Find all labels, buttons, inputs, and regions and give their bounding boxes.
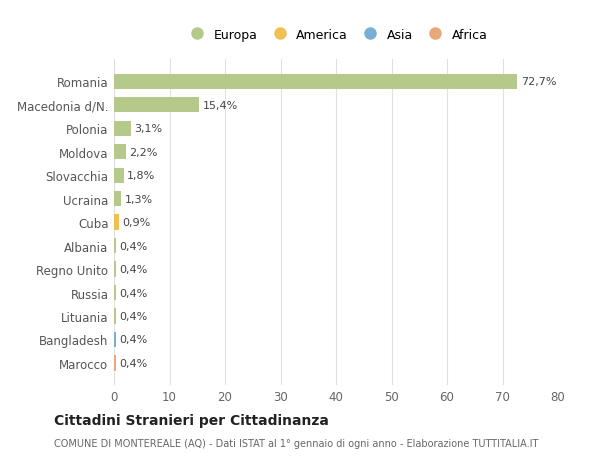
Bar xyxy=(114,98,199,113)
Text: 0,4%: 0,4% xyxy=(119,311,148,321)
Text: 0,4%: 0,4% xyxy=(119,264,148,274)
Bar xyxy=(114,332,116,347)
Bar xyxy=(114,309,116,324)
Bar xyxy=(114,356,116,371)
Bar xyxy=(114,145,126,160)
Text: 1,3%: 1,3% xyxy=(125,194,152,204)
Text: 0,9%: 0,9% xyxy=(122,218,151,228)
Text: 15,4%: 15,4% xyxy=(203,101,238,111)
Bar xyxy=(114,215,119,230)
Text: 2,2%: 2,2% xyxy=(130,147,158,157)
Bar xyxy=(114,191,121,207)
Bar xyxy=(114,121,131,136)
Text: 0,4%: 0,4% xyxy=(119,288,148,298)
Text: 0,4%: 0,4% xyxy=(119,358,148,368)
Bar xyxy=(114,238,116,254)
Text: 0,4%: 0,4% xyxy=(119,335,148,345)
Bar xyxy=(114,74,517,90)
Text: COMUNE DI MONTEREALE (AQ) - Dati ISTAT al 1° gennaio di ogni anno - Elaborazione: COMUNE DI MONTEREALE (AQ) - Dati ISTAT a… xyxy=(54,438,538,448)
Text: 1,8%: 1,8% xyxy=(127,171,155,181)
Text: Cittadini Stranieri per Cittadinanza: Cittadini Stranieri per Cittadinanza xyxy=(54,414,329,428)
Text: 0,4%: 0,4% xyxy=(119,241,148,251)
Legend: Europa, America, Asia, Africa: Europa, America, Asia, Africa xyxy=(179,23,493,46)
Bar xyxy=(114,168,124,184)
Bar xyxy=(114,285,116,301)
Text: 72,7%: 72,7% xyxy=(521,77,556,87)
Text: 3,1%: 3,1% xyxy=(134,124,163,134)
Bar xyxy=(114,262,116,277)
